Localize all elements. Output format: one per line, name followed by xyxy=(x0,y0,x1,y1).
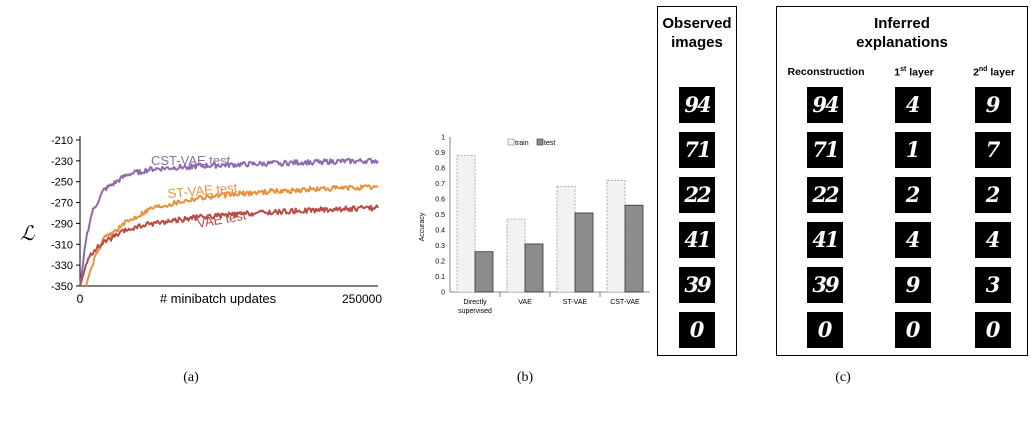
bar-category-label: ST-VAE xyxy=(563,299,588,306)
line-chart-series xyxy=(79,157,379,287)
observed-digit-tile: 71 xyxy=(679,132,715,168)
first-layer-rest: layer xyxy=(906,66,934,79)
bar-y-tick-label: 0.8 xyxy=(435,166,445,173)
bar-y-tick-label: 0.9 xyxy=(435,150,445,157)
line-chart-xlabel: # minibatch updates xyxy=(160,291,277,306)
second-layer-digit-tile: 0 xyxy=(975,312,1011,348)
second-layer-digit-tile: 9 xyxy=(975,87,1011,123)
x-tick-label: 0 xyxy=(77,292,84,306)
column-header-second-layer: 2nd layer xyxy=(958,66,1030,79)
series-label-vae: VAE test xyxy=(196,207,248,230)
bar xyxy=(574,212,594,293)
legend-train-label: train xyxy=(515,140,529,147)
second-layer-digit-tile: 2 xyxy=(975,177,1011,213)
bar-y-tick-label: 0.6 xyxy=(435,197,445,204)
caption-c: (c) xyxy=(835,370,851,385)
bar-y-tick-label: 0.3 xyxy=(435,243,445,250)
y-tick-label: -250 xyxy=(51,177,73,189)
bar-y-tick-label: 0.5 xyxy=(435,212,445,219)
inferred-title-line2: explanations xyxy=(856,34,948,51)
caption-b: (b) xyxy=(516,370,534,385)
y-tick-label: -330 xyxy=(51,260,73,272)
bar-y-tick-label: 0 xyxy=(441,290,445,297)
bar-y-tick-label: 0.4 xyxy=(435,228,445,235)
series-label-st-vae: ST-VAE test xyxy=(167,180,238,201)
bar-chart-ylabel: Accuracy xyxy=(419,212,426,241)
line-chart-axes: -210 -230 -250 -270 -290 -310 -330 -350 0 250000 xyxy=(51,135,382,306)
reconstruction-digit-tile: 41 xyxy=(807,222,843,258)
series-label-cst-vae: CST-VAE test xyxy=(151,153,231,168)
bar xyxy=(556,186,576,293)
inferred-title-line1: Inferred xyxy=(874,15,930,32)
observed-digit-tile: 94 xyxy=(679,87,715,123)
second-layer-digit-tile: 4 xyxy=(975,222,1011,258)
series-line xyxy=(85,184,379,287)
first-layer-sup: st xyxy=(900,66,907,73)
x-tick-label: 250000 xyxy=(342,292,382,306)
bar xyxy=(524,243,544,293)
observed-digit-tile: 41 xyxy=(679,222,715,258)
bar-y-tick-label: 0.7 xyxy=(435,181,445,188)
column-header-reconstruction: Reconstruction xyxy=(787,66,865,78)
inferred-explanations-panel xyxy=(776,6,1028,356)
observed-digit-tile: 22 xyxy=(679,177,715,213)
column-header-first-layer: 1st layer xyxy=(878,66,950,79)
y-tick-label: -230 xyxy=(51,156,73,168)
first-layer-base: 1 xyxy=(894,66,901,79)
caption-a: (a) xyxy=(183,370,199,385)
y-tick-label: -350 xyxy=(51,281,73,293)
y-tick-label: -270 xyxy=(51,198,73,210)
second-layer-sup: nd xyxy=(978,66,988,73)
second-layer-rest: layer xyxy=(987,66,1015,79)
bar-chart: 0 0.1 0.2 0.3 0.4 0.5 0.6 0.7 0.8 0.9 1 Directly sup… xyxy=(419,135,650,315)
bar-category-label: VAE xyxy=(518,299,532,306)
bar xyxy=(474,251,494,293)
observed-digit-tile: 39 xyxy=(679,267,715,303)
first-layer-digit-tile: 9 xyxy=(895,267,931,303)
observed-title: Observed images xyxy=(657,14,737,52)
y-tick-label: -210 xyxy=(51,135,73,147)
reconstruction-digit-tile: 39 xyxy=(807,267,843,303)
y-tick-label: -290 xyxy=(51,218,73,230)
bar xyxy=(506,218,526,293)
bar xyxy=(456,155,476,293)
y-tick-label: -310 xyxy=(51,239,73,251)
bar xyxy=(624,204,644,293)
reconstruction-digit-tile: 22 xyxy=(807,177,843,213)
first-layer-digit-tile: 2 xyxy=(895,177,931,213)
series-line xyxy=(79,204,379,287)
bar-category-label: supervised xyxy=(458,308,492,315)
first-layer-digit-tile: 1 xyxy=(895,132,931,168)
bar-y-tick-label: 1 xyxy=(441,135,445,142)
line-chart-ylabel: ℒ xyxy=(20,223,35,245)
first-layer-digit-tile: 4 xyxy=(895,222,931,258)
inferred-title: Inferred explanations xyxy=(776,14,1028,52)
observed-images-panel xyxy=(657,6,737,356)
reconstruction-digit-tile: 0 xyxy=(807,312,843,348)
observed-title-line1: Observed xyxy=(662,15,732,32)
second-layer-digit-tile: 3 xyxy=(975,267,1011,303)
legend-test-label: test xyxy=(544,140,555,147)
observed-digit-tile: 0 xyxy=(679,312,715,348)
bar-y-tick-label: 0.2 xyxy=(435,259,445,266)
first-layer-digit-tile: 4 xyxy=(895,87,931,123)
bar-category-label: CST-VAE xyxy=(610,299,640,306)
first-layer-digit-tile: 0 xyxy=(895,312,931,348)
second-layer-digit-tile: 7 xyxy=(975,132,1011,168)
bar-category-label: Directly xyxy=(463,299,487,306)
observed-title-line2: images xyxy=(671,34,723,51)
legend-test-swatch xyxy=(536,138,544,146)
second-layer-base: 2 xyxy=(973,66,979,79)
bar-chart-bars xyxy=(456,155,644,293)
reconstruction-digit-tile: 94 xyxy=(807,87,843,123)
bar xyxy=(606,180,626,293)
reconstruction-digit-tile: 71 xyxy=(807,132,843,168)
series-line xyxy=(79,157,379,287)
legend-train-swatch xyxy=(507,138,515,146)
bar-y-tick-label: 0.1 xyxy=(435,274,445,281)
